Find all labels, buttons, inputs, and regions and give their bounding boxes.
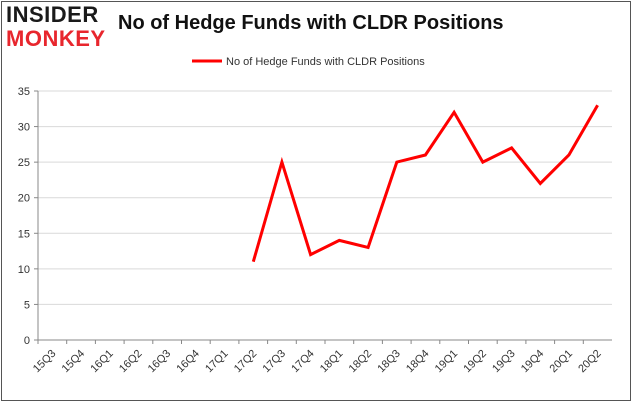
- x-tick-label-17Q2: 17Q2: [232, 348, 260, 376]
- y-tick-labels: 0 5 10 15 20 25 30 35: [18, 86, 30, 347]
- x-tick-label-16Q2: 16Q2: [117, 348, 145, 376]
- chart-title: No of Hedge Funds with CLDR Positions: [118, 12, 504, 34]
- x-tick-label-19Q2: 19Q2: [461, 348, 489, 376]
- x-tick-label-17Q4: 17Q4: [289, 348, 317, 376]
- x-tick-label-17Q1: 17Q1: [203, 348, 231, 376]
- x-tick-label-18Q1: 18Q1: [318, 348, 346, 376]
- grid-lines: [34, 90, 612, 341]
- y-tick-label-10: 10: [18, 264, 30, 276]
- x-tick-label-16Q1: 16Q1: [88, 348, 116, 376]
- y-tick-label-15: 15: [18, 228, 30, 240]
- x-tick-label-19Q4: 19Q4: [519, 348, 547, 376]
- x-tick-label-19Q1: 19Q1: [433, 348, 461, 376]
- y-tick-label-30: 30: [18, 122, 30, 134]
- x-tick-label-18Q2: 18Q2: [347, 348, 375, 376]
- logo-bottom-text: MONKEY: [6, 26, 106, 51]
- y-tick-label-0: 0: [24, 335, 30, 347]
- x-tick-label-16Q3: 16Q3: [146, 348, 174, 376]
- legend-label: No of Hedge Funds with CLDR Positions: [226, 56, 425, 68]
- series-line-group: [251, 104, 599, 263]
- x-tick-label-20Q1: 20Q1: [548, 348, 576, 376]
- x-tick-label-15Q3: 15Q3: [31, 348, 59, 376]
- legend: No of Hedge Funds with CLDR Positions: [192, 56, 425, 68]
- x-tick-label-18Q3: 18Q3: [375, 348, 403, 376]
- x-tick-label-18Q4: 18Q4: [404, 348, 432, 376]
- insider-monkey-logo: INSIDER MONKEY: [6, 4, 118, 52]
- x-tick-label-19Q3: 19Q3: [490, 348, 518, 376]
- series-line-0: [251, 104, 599, 263]
- logo-top-text: INSIDER: [6, 2, 99, 27]
- x-tick-label-20Q2: 20Q2: [576, 348, 604, 376]
- y-tick-label-35: 35: [18, 86, 30, 98]
- y-tick-label-5: 5: [24, 299, 30, 311]
- y-tick-label-20: 20: [18, 193, 30, 205]
- y-tick-label-25: 25: [18, 157, 30, 169]
- x-tick-label-17Q3: 17Q3: [261, 348, 289, 376]
- x-tick-label-15Q4: 15Q4: [60, 348, 88, 376]
- axes: [37, 91, 612, 344]
- x-tick-label-16Q4: 16Q4: [174, 348, 202, 376]
- x-tick-labels: 15Q3 15Q4 16Q1 16Q2 16Q3 16Q4 17Q1 17Q2 17Q3 17Q4…: [31, 348, 604, 376]
